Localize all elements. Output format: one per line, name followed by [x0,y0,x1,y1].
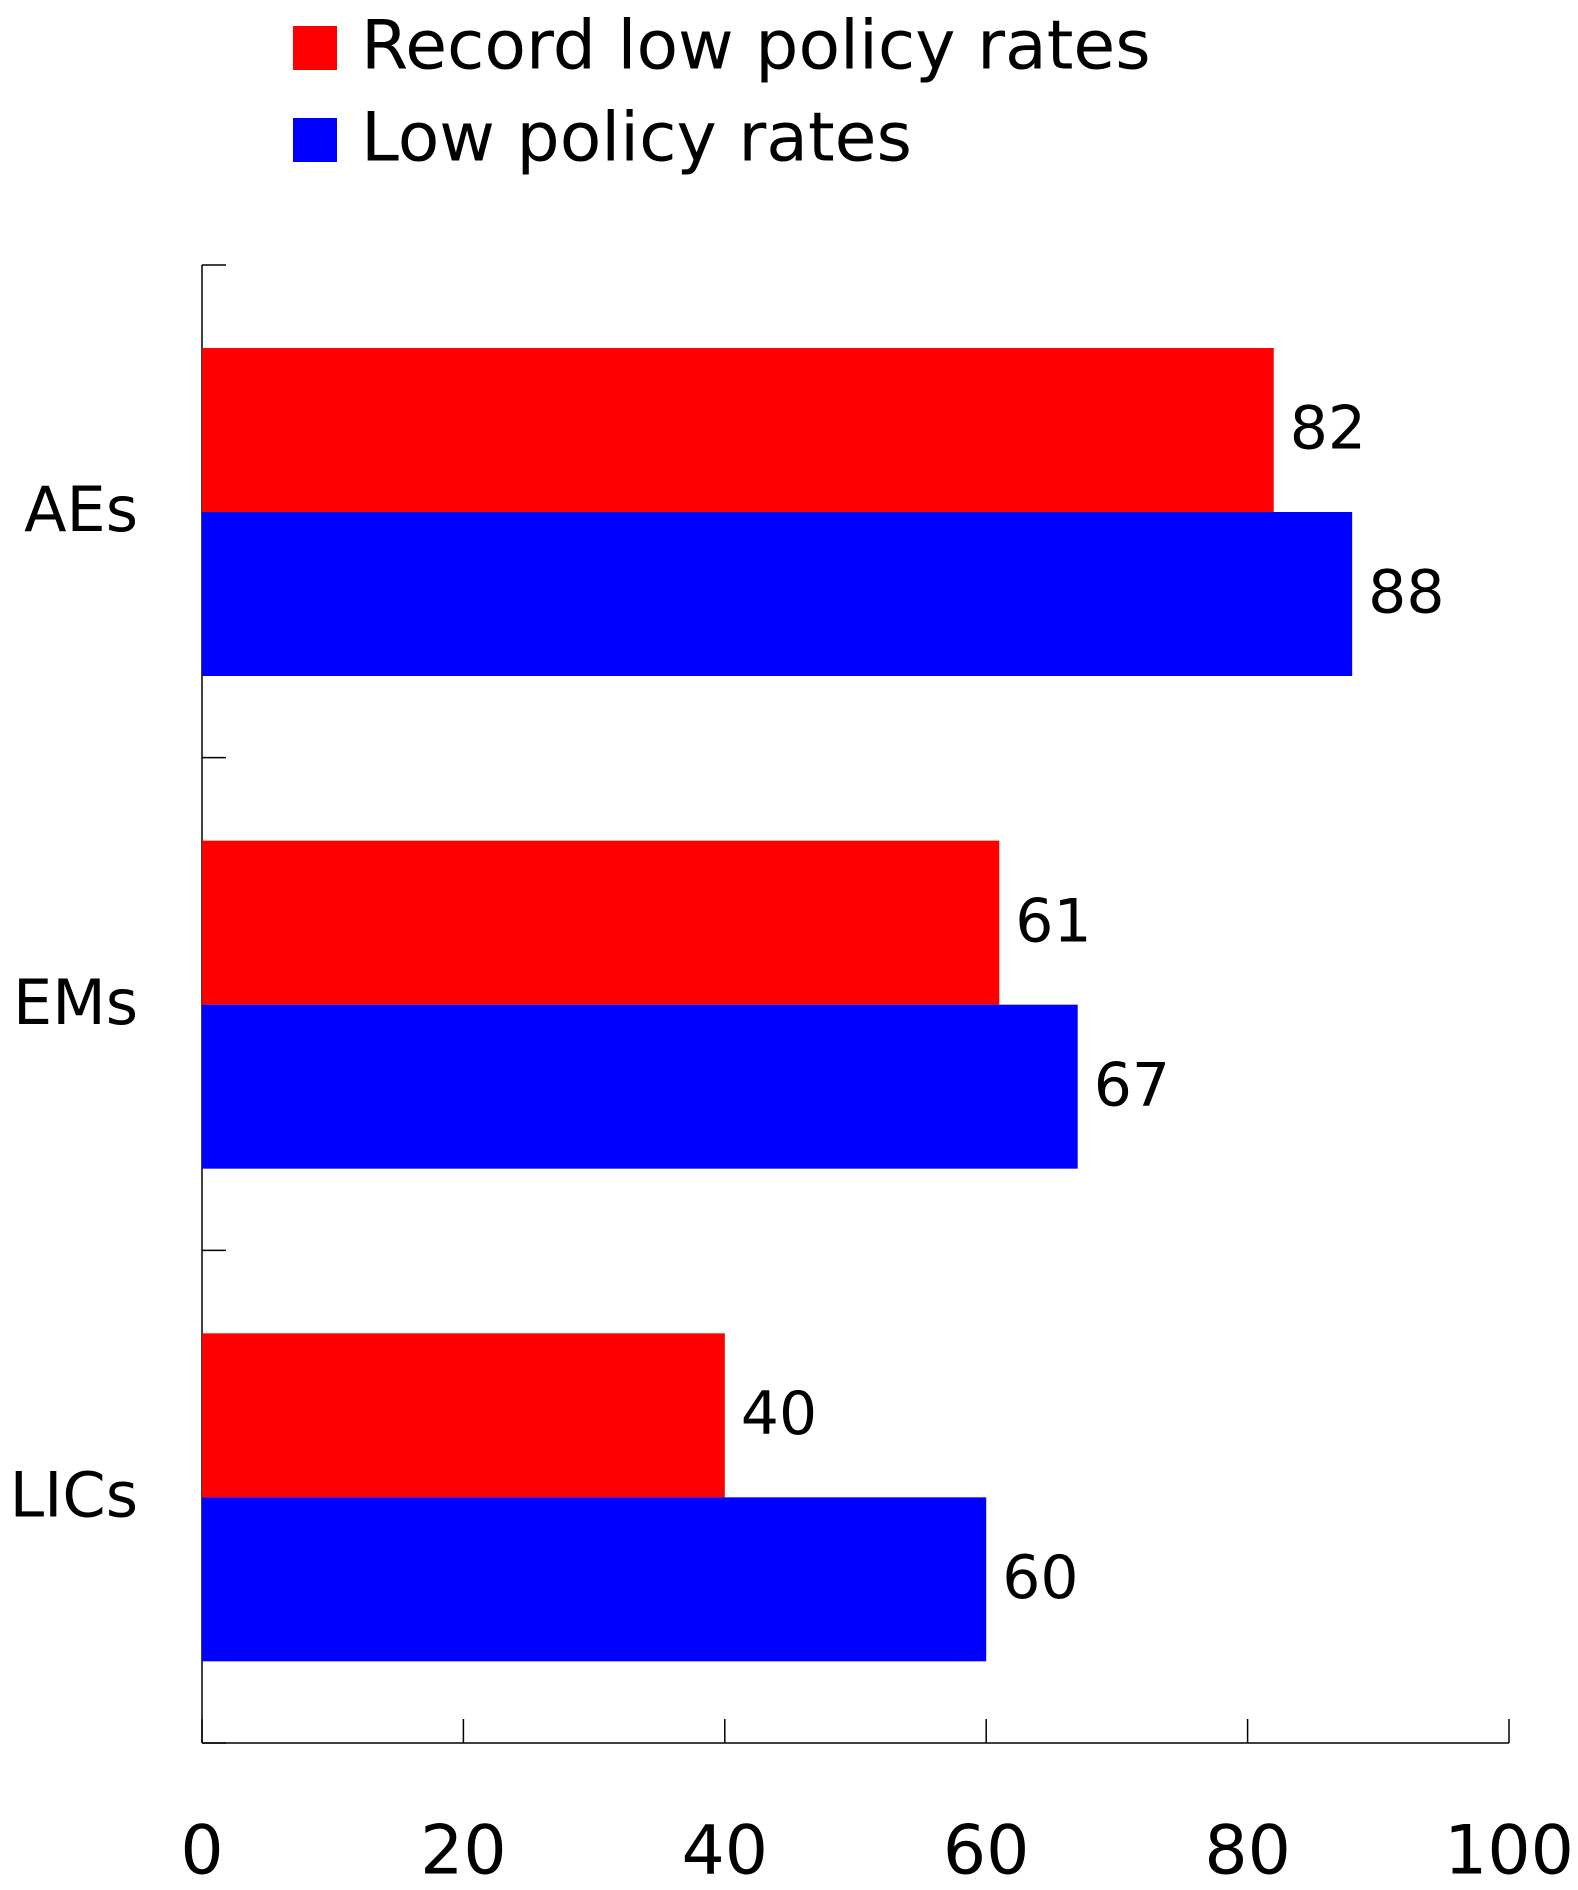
x-tick-label: 40 [682,1812,769,1890]
value-label: 67 [1094,1050,1170,1120]
legend-swatch [293,118,337,162]
y-tick-label: EMs [13,966,138,1039]
value-label: 61 [1015,886,1091,956]
x-tick-label: 60 [943,1812,1030,1890]
x-tick-label: 20 [420,1812,507,1890]
value-label: 88 [1368,558,1444,628]
bar [202,1333,725,1498]
legend-label: Low policy rates [361,99,912,178]
x-tick-label: 0 [180,1812,223,1890]
y-tick-label: AEs [24,473,138,546]
bar [202,348,1274,512]
bar [202,512,1353,676]
bar [202,840,1000,1005]
y-tick-label: LICs [10,1458,138,1531]
bar [202,1497,987,1662]
value-label: 40 [741,1379,817,1449]
x-tick-label: 80 [1204,1812,1291,1890]
value-label: 82 [1290,394,1366,464]
x-tick-label: 100 [1444,1812,1574,1890]
legend-label: Record low policy rates [361,7,1151,86]
legend-swatch [293,26,337,70]
bar [202,1004,1078,1169]
value-label: 60 [1002,1543,1078,1613]
